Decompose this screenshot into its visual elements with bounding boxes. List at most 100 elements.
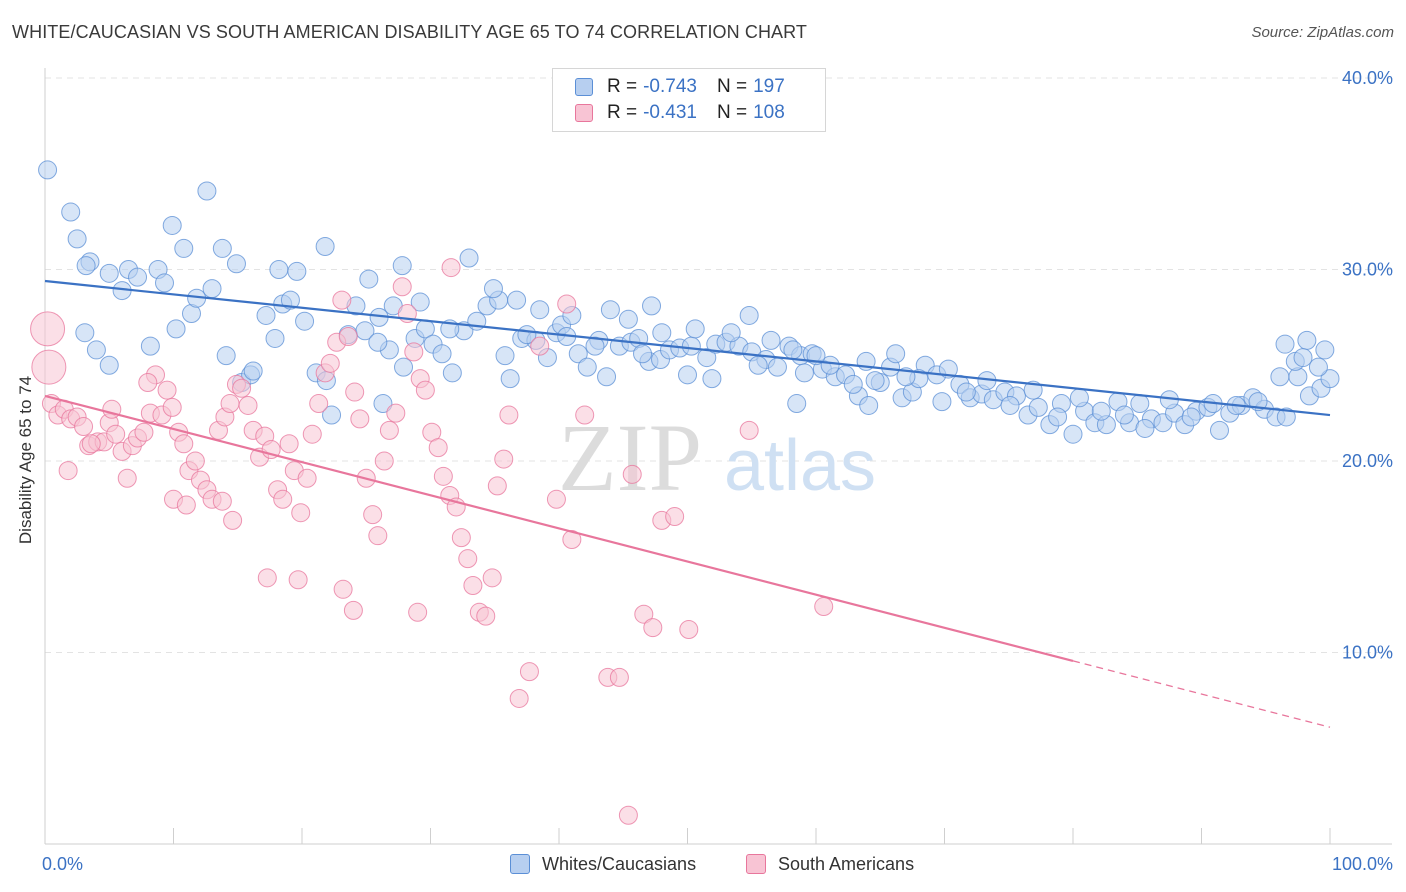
data-point-south-americans [176, 495, 196, 515]
data-point-south-americans [739, 420, 759, 440]
data-point-south-americans [279, 434, 299, 454]
data-point-south-americans [238, 395, 258, 415]
data-point-whites [315, 237, 335, 257]
data-point-south-americans [575, 405, 595, 425]
data-point-whites [794, 363, 814, 383]
data-point-whites [568, 344, 588, 364]
data-point-south-americans [546, 489, 566, 509]
data-point-south-americans [162, 397, 182, 417]
data-point-whites [1048, 407, 1068, 427]
data-point-south-americans [81, 434, 101, 454]
data-point-whites [767, 357, 787, 377]
data-point-whites [748, 355, 768, 375]
data-point-whites [739, 305, 759, 325]
data-point-whites [1270, 367, 1290, 387]
data-point-south-americans [106, 424, 126, 444]
trend-lines [44, 279, 1331, 728]
data-point-south-americans [368, 526, 388, 546]
y-tick-label: 20.0% [1342, 451, 1393, 471]
data-point-whites [99, 263, 119, 283]
x-tick-label-max: 100.0% [1332, 854, 1393, 874]
legend-r-value-whites: -0.743 [643, 76, 697, 97]
data-point-whites [1275, 334, 1295, 354]
data-point-whites [1135, 418, 1155, 438]
legend-r-label: R = [607, 76, 638, 97]
data-point-whites [843, 374, 863, 394]
data-point-whites [432, 344, 452, 364]
data-point-south-americans [415, 380, 435, 400]
data-point-whites [265, 328, 285, 348]
data-point-whites [1276, 407, 1296, 427]
bottom-legend-label-south-americans: South Americans [778, 853, 915, 874]
data-point-south-americans [622, 464, 642, 484]
data-point-south-americans [476, 606, 496, 626]
data-point-whites [174, 238, 194, 258]
data-point-south-americans [487, 476, 507, 496]
data-point-whites [721, 323, 741, 343]
data-point-whites [1181, 407, 1201, 427]
data-point-whites [530, 300, 550, 320]
data-point-whites [226, 254, 246, 274]
data-point-whites [1063, 424, 1083, 444]
legend: R = -0.743 N = 197 R = -0.431 N = 108 [552, 68, 826, 132]
legend-n-value-whites: 197 [753, 76, 785, 97]
data-point-whites [1315, 340, 1335, 360]
data-point-whites [1130, 394, 1150, 414]
data-point-whites [442, 363, 462, 383]
data-point-south-americans [257, 568, 277, 588]
bottom-legend-south-americans: South Americans [746, 852, 914, 876]
data-point-whites [956, 382, 976, 402]
data-point-whites [1293, 348, 1313, 368]
x-tick-label-min: 0.0% [42, 854, 83, 874]
data-point-whites [243, 361, 263, 381]
data-point-whites [783, 340, 803, 360]
data-point-south-americans [338, 327, 358, 347]
data-point-whites [459, 248, 479, 268]
data-point-whites [1114, 405, 1134, 425]
data-point-whites [787, 394, 807, 414]
data-point-whites [681, 336, 701, 356]
data-point-south-americans [232, 378, 252, 398]
data-point-whites [162, 215, 182, 235]
data-point-whites [600, 300, 620, 320]
data-point-south-americans [379, 420, 399, 440]
data-point-whites [859, 395, 879, 415]
data-point-whites [1308, 357, 1328, 377]
data-point-whites [865, 371, 885, 391]
data-point-south-americans [530, 336, 550, 356]
data-point-south-americans [333, 579, 353, 599]
legend-row-whites: R = -0.743 N = 197 [575, 75, 785, 99]
data-point-south-americans [494, 449, 514, 469]
data-point-south-americans [814, 597, 834, 617]
data-point-south-americans [433, 466, 453, 486]
data-point-south-americans [343, 600, 363, 620]
legend-row-south-americans: R = -0.431 N = 108 [575, 101, 785, 125]
data-point-whites [1000, 395, 1020, 415]
data-point-whites [155, 273, 175, 293]
data-point-south-americans [441, 258, 461, 278]
legend-n-label: N = [716, 102, 748, 123]
data-point-south-americans [609, 667, 629, 687]
data-point-whites [287, 261, 307, 281]
data-point-south-americans [408, 602, 428, 622]
source-label: Source: ZipAtlas.com [1251, 24, 1394, 41]
data-point-whites [483, 279, 503, 299]
data-point-south-americans [212, 491, 232, 511]
data-point-south-americans [451, 528, 471, 548]
bottom-legend-label-whites: Whites/Caucasians [542, 853, 697, 874]
data-point-whites [216, 346, 236, 366]
data-point-south-americans [482, 568, 502, 588]
data-point-south-americans [30, 311, 66, 347]
data-point-south-americans [117, 468, 137, 488]
data-point-south-americans [679, 620, 699, 640]
data-point-south-americans [404, 342, 424, 362]
data-point-whites [1069, 388, 1089, 408]
data-point-whites [410, 292, 430, 312]
data-point-whites [373, 394, 393, 414]
data-point-whites [1320, 369, 1340, 389]
data-point-whites [295, 311, 315, 331]
data-point-whites [359, 269, 379, 289]
data-point-south-americans [58, 461, 78, 481]
data-point-south-americans [157, 380, 177, 400]
data-point-south-americans [288, 570, 308, 590]
